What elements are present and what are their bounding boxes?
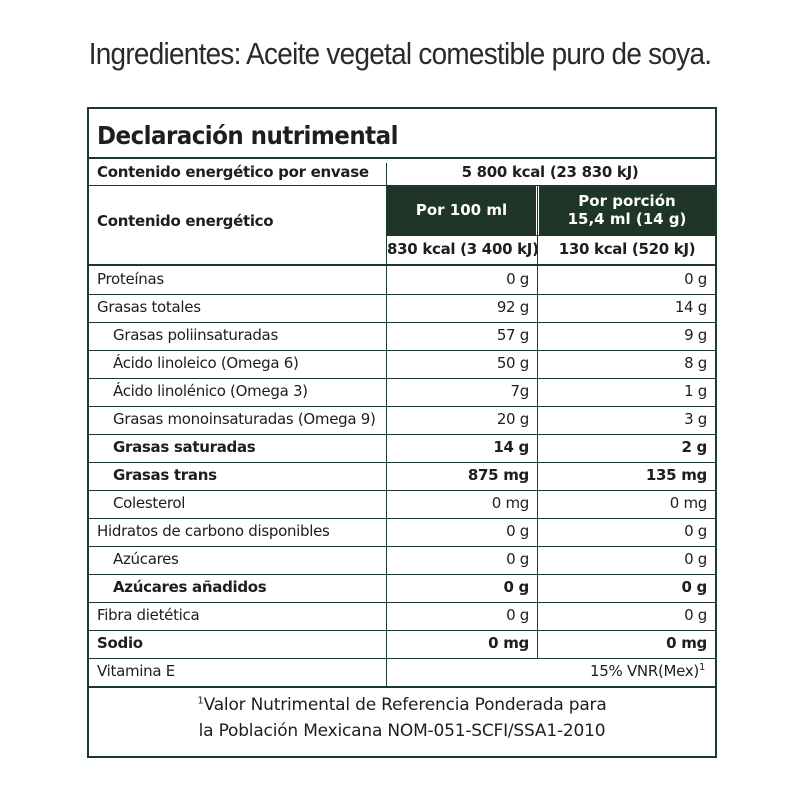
divider xyxy=(89,686,715,688)
nutrition-facts-panel: Declaración nutrimental Contenido energé… xyxy=(87,107,717,758)
footnote-line1: 1Valor Nutrimental de Referencia Pondera… xyxy=(89,692,715,718)
footnote: 1Valor Nutrimental de Referencia Pondera… xyxy=(89,692,715,744)
nutrient-per-100ml: 20 g xyxy=(496,410,529,428)
nutrient-per-portion: 8 g xyxy=(684,354,707,372)
nutrient-label: Azúcares xyxy=(113,550,179,568)
nutrient-label: Grasas saturadas xyxy=(113,438,256,456)
nutrient-label: Grasas trans xyxy=(113,466,217,484)
nutrient-per-portion: 0 g xyxy=(684,550,707,568)
panel-title: Declaración nutrimental xyxy=(97,121,398,150)
nutrient-label: Grasas monoinsaturadas (Omega 9) xyxy=(113,410,376,428)
nutrient-per-portion: 0 mg xyxy=(669,494,708,512)
nutrient-per-100ml: 7g xyxy=(510,382,530,400)
nutrient-label: Fibra dietética xyxy=(97,606,200,624)
footnote-line1-text: Valor Nutrimental de Referencia Ponderad… xyxy=(203,695,607,715)
nutrient-per-100ml: 0 mg xyxy=(491,494,530,512)
nutrient-per-portion: 0 g xyxy=(681,578,708,596)
row-divider xyxy=(89,546,715,547)
energy-per-100ml: 830 kcal (3 400 kJ) xyxy=(387,240,539,258)
nutrient-per-100ml: 92 g xyxy=(496,298,529,316)
energy-per-container-value: 5 800 kcal (23 830 kJ) xyxy=(461,163,639,181)
divider xyxy=(89,264,715,266)
vitamin-value-text: 15% VNR(Mex) xyxy=(590,662,699,680)
row-divider xyxy=(89,630,715,631)
nutrient-label: Grasas poliinsaturadas xyxy=(113,326,278,344)
row-divider xyxy=(89,434,715,435)
nutrient-label: Proteínas xyxy=(97,270,164,288)
row-divider xyxy=(89,378,715,379)
nutrient-per-portion: 2 g xyxy=(681,438,708,456)
divider xyxy=(89,185,715,186)
nutrient-per-100ml: 14 g xyxy=(493,438,529,456)
nutrient-per-portion: 1 g xyxy=(684,382,707,400)
nutrient-label: Hidratos de carbono disponibles xyxy=(97,522,330,540)
row-divider xyxy=(89,602,715,603)
per-portion-header-line2: 15,4 ml (14 g) xyxy=(567,210,687,228)
row-divider xyxy=(89,490,715,491)
vitamin-label: Vitamina E xyxy=(97,662,175,680)
nutrient-per-portion: 3 g xyxy=(684,410,707,428)
nutrient-per-100ml: 0 g xyxy=(506,606,529,624)
nutrient-per-100ml: 0 g xyxy=(506,270,529,288)
nutrient-per-portion: 0 mg xyxy=(666,634,707,652)
per-100ml-header-label: Por 100 ml xyxy=(415,201,508,219)
row-divider xyxy=(89,350,715,351)
nutrient-per-100ml: 0 g xyxy=(506,550,529,568)
per-portion-header: Por porción 15,4 ml (14 g) xyxy=(539,186,715,235)
energy-label: Contenido energético xyxy=(97,212,274,230)
nutrient-per-100ml: 875 mg xyxy=(467,466,529,484)
energy-per-portion: 130 kcal (520 kJ) xyxy=(558,240,696,258)
nutrient-per-100ml: 0 mg xyxy=(488,634,529,652)
divider xyxy=(387,235,715,236)
nutrient-per-100ml: 50 g xyxy=(496,354,529,372)
nutrient-label: Ácido linoleico (Omega 6) xyxy=(113,354,299,372)
nutrient-per-100ml: 0 g xyxy=(506,522,529,540)
nutrient-label: Ácido linolénico (Omega 3) xyxy=(113,382,308,400)
row-divider xyxy=(89,406,715,407)
nutrient-label: Sodio xyxy=(97,634,143,652)
row-divider xyxy=(89,462,715,463)
ingredients-text: Ingredientes: Aceite vegetal comestible … xyxy=(88,36,712,71)
column-divider xyxy=(537,186,538,658)
nutrient-per-portion: 135 mg xyxy=(645,466,707,484)
per-100ml-header: Por 100 ml xyxy=(387,186,536,235)
nutrient-per-portion: 0 g xyxy=(684,522,707,540)
nutrient-per-100ml: 0 g xyxy=(503,578,530,596)
per-portion-header-line1: Por porción xyxy=(578,192,676,210)
row-divider xyxy=(89,322,715,323)
vitamin-value: 15% VNR(Mex)1 xyxy=(387,662,705,680)
nutrient-per-portion: 9 g xyxy=(684,326,707,344)
nutrient-per-portion: 0 g xyxy=(684,270,707,288)
vitamin-footnote-marker: 1 xyxy=(698,662,705,673)
nutrient-label: Colesterol xyxy=(113,494,186,512)
row-divider xyxy=(89,294,715,295)
divider xyxy=(89,157,715,159)
energy-per-container-label: Contenido energético por envase xyxy=(97,163,369,181)
column-divider xyxy=(386,186,387,687)
nutrient-label: Grasas totales xyxy=(97,298,201,316)
divider xyxy=(89,658,715,659)
row-divider xyxy=(89,574,715,575)
column-divider xyxy=(386,163,387,185)
footnote-line2: la Población Mexicana NOM-051-SCFI/SSA1-… xyxy=(198,721,606,741)
nutrient-per-portion: 14 g xyxy=(674,298,707,316)
row-divider xyxy=(89,518,715,519)
nutrient-label: Azúcares añadidos xyxy=(113,578,267,596)
nutrient-per-100ml: 57 g xyxy=(496,326,529,344)
footnote-marker: 1 xyxy=(197,695,204,707)
nutrient-per-portion: 0 g xyxy=(684,606,707,624)
